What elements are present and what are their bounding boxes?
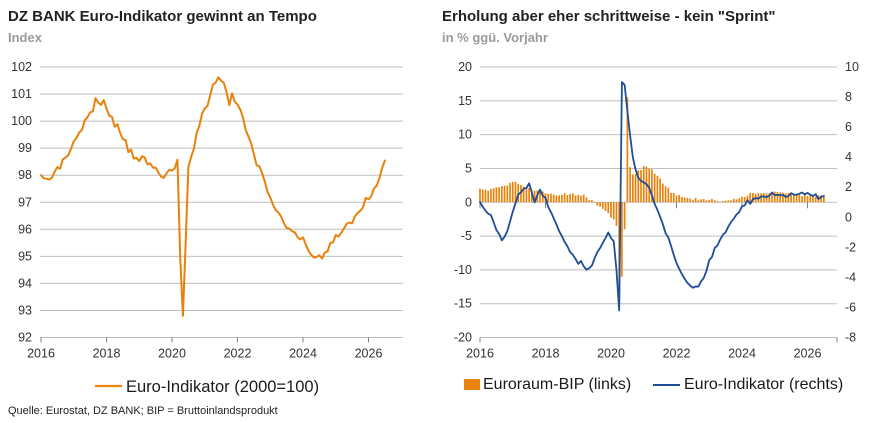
svg-text:101: 101: [11, 87, 32, 101]
svg-text:2018: 2018: [532, 347, 560, 361]
svg-text:96: 96: [18, 222, 32, 236]
svg-text:10: 10: [458, 128, 472, 142]
svg-text:97: 97: [18, 195, 32, 209]
svg-text:-10: -10: [454, 263, 472, 277]
svg-text:99: 99: [18, 141, 32, 155]
svg-text:10: 10: [845, 60, 859, 74]
svg-text:-4: -4: [845, 270, 856, 284]
svg-text:2016: 2016: [466, 347, 494, 361]
svg-text:2026: 2026: [794, 347, 822, 361]
svg-text:0: 0: [465, 195, 472, 209]
svg-text:92: 92: [18, 331, 32, 345]
svg-text:Euro-Indikator (rechts): Euro-Indikator (rechts): [684, 376, 843, 393]
svg-text:102: 102: [11, 60, 32, 74]
svg-text:Euroraum-BIP (links): Euroraum-BIP (links): [483, 376, 631, 393]
svg-text:93: 93: [18, 303, 32, 317]
svg-text:-8: -8: [845, 331, 856, 345]
svg-text:6: 6: [845, 120, 852, 134]
svg-text:2026: 2026: [355, 347, 383, 361]
svg-text:2020: 2020: [158, 347, 186, 361]
svg-text:4: 4: [845, 150, 852, 164]
svg-text:-5: -5: [461, 229, 472, 243]
svg-text:-2: -2: [845, 240, 856, 254]
svg-text:2024: 2024: [289, 347, 317, 361]
svg-text:5: 5: [465, 161, 472, 175]
svg-text:0: 0: [845, 210, 852, 224]
svg-text:20: 20: [458, 60, 472, 74]
svg-text:Euro-Indikator (2000=100): Euro-Indikator (2000=100): [126, 378, 319, 396]
svg-text:2022: 2022: [663, 347, 691, 361]
svg-text:2016: 2016: [27, 347, 55, 361]
svg-text:-15: -15: [454, 297, 472, 311]
svg-text:2020: 2020: [597, 347, 625, 361]
svg-text:2022: 2022: [224, 347, 252, 361]
svg-text:98: 98: [18, 168, 32, 182]
svg-text:15: 15: [458, 94, 472, 108]
svg-text:-20: -20: [454, 331, 472, 345]
svg-text:94: 94: [18, 276, 32, 290]
svg-text:100: 100: [11, 114, 32, 128]
svg-text:-6: -6: [845, 300, 856, 314]
svg-text:2: 2: [845, 180, 852, 194]
svg-text:8: 8: [845, 90, 852, 104]
svg-text:2018: 2018: [93, 347, 121, 361]
svg-text:95: 95: [18, 249, 32, 263]
svg-text:2024: 2024: [728, 347, 756, 361]
